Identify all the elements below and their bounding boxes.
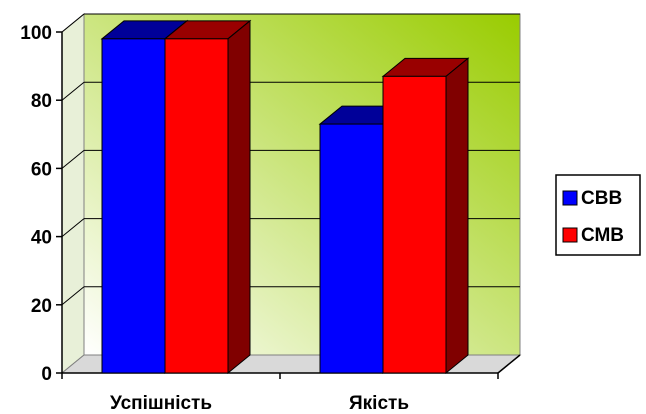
bar-side-face [445, 57, 469, 375]
bar-front-face [382, 75, 447, 374]
bar-СМВ-Якість [381, 57, 470, 375]
legend: СВВ СМВ [555, 174, 641, 256]
bar-side-face [227, 19, 251, 375]
x-category-label: Якість [349, 393, 409, 414]
bar-front-face [101, 38, 166, 374]
legend-swatch [562, 190, 578, 206]
gridline-side [61, 150, 85, 169]
y-tick-label: 40 [31, 228, 52, 249]
y-tick-label: 20 [31, 296, 52, 317]
gridline-side [61, 218, 85, 237]
side-wall-panel [61, 12, 85, 375]
y-tick-label: 0 [41, 364, 52, 385]
y-tick-label: 100 [20, 23, 52, 44]
bar-front-face [164, 38, 229, 374]
bar-СМВ-Успішність [163, 19, 252, 375]
bar-front-face [319, 123, 384, 374]
x-category-label: Успішність [110, 393, 212, 414]
y-axis-tick-labels: 0 20 40 60 80 100 [20, 23, 52, 385]
legend-entry-label: СВВ [581, 188, 622, 209]
gridline-side [61, 286, 85, 306]
gridline-side [61, 81, 85, 101]
x-axis-depth-line [497, 354, 521, 374]
y-tick-label: 60 [31, 159, 52, 180]
y-tick-label: 80 [31, 91, 52, 112]
bars [100, 19, 470, 375]
x-axis-category-labels: Успішність Якість [110, 393, 409, 414]
legend-swatch [562, 227, 578, 243]
legend-entry-label: СМВ [581, 225, 624, 246]
gridline-side [61, 13, 85, 33]
